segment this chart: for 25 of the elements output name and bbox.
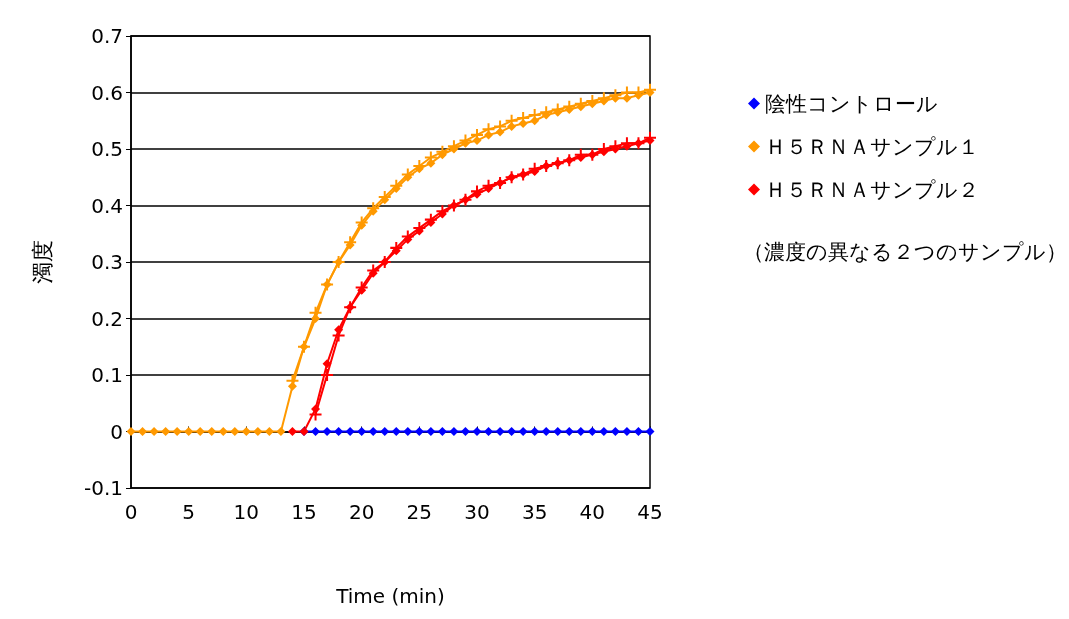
legend-label: Ｈ５ＲＮＡサンプル１ [765, 134, 979, 159]
y-tick-label: 0 [110, 419, 123, 444]
legend-label: 陰性コントロール [765, 91, 938, 116]
x-tick-label: 30 [464, 500, 490, 524]
x-tick-label: 0 [124, 500, 138, 524]
x-tick-label: 5 [182, 500, 196, 524]
y-tick-label: -0.1 [83, 476, 123, 500]
y-tick-label: 0.6 [91, 80, 123, 105]
x-tick-label: 15 [291, 500, 317, 524]
y-tick-label: 0.7 [91, 24, 123, 48]
x-tick-label: 35 [521, 500, 548, 524]
x-tick-label: 45 [637, 500, 663, 524]
x-tick-label: 25 [406, 500, 433, 524]
y-axis-title: 濁度 [29, 240, 55, 284]
y-tick-label: 0.5 [91, 137, 123, 161]
y-tick-label: 0.1 [91, 363, 123, 387]
legend-label: Ｈ５ＲＮＡサンプル２ [765, 177, 979, 202]
y-tick-label: 0.3 [91, 250, 123, 274]
y-tick-label: 0.2 [91, 306, 123, 331]
x-axis-title: Time (min) [335, 584, 445, 608]
y-tick-label: 0.4 [91, 193, 123, 218]
x-tick-label: 40 [579, 500, 606, 524]
x-tick-label: 20 [348, 500, 375, 524]
x-tick-label: 10 [233, 500, 260, 524]
text: （濃度の異なる２つのサンプル） [743, 240, 1067, 264]
